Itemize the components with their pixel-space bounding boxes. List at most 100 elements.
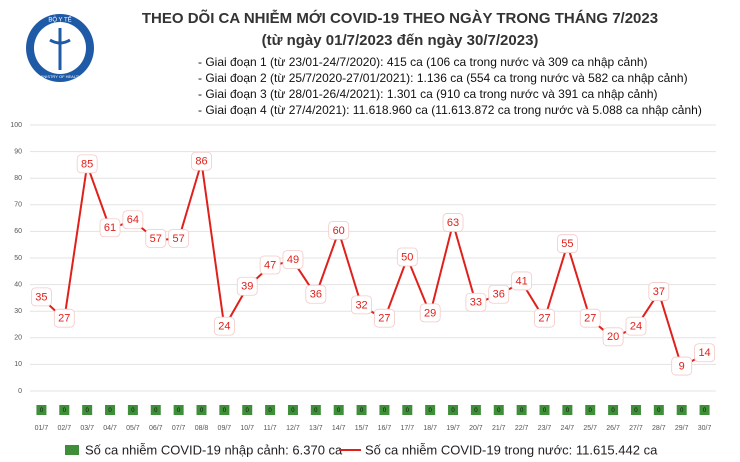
data-label: 24	[218, 321, 230, 333]
data-label: 29	[424, 307, 436, 319]
y-tick-label: 70	[14, 202, 22, 209]
data-label-box	[259, 255, 281, 275]
x-tick-label: 13/7	[309, 425, 323, 432]
x-tick-label: 12/7	[286, 425, 300, 432]
bar-label-box	[493, 405, 504, 415]
y-tick-label: 0	[18, 388, 22, 395]
bar-label: 0	[428, 408, 432, 414]
x-tick-label: 04/7	[103, 425, 117, 432]
bar-label: 0	[611, 408, 615, 414]
data-label-box	[671, 356, 693, 376]
y-tick-label: 50	[14, 255, 22, 262]
bar-label: 0	[108, 408, 112, 414]
x-tick-label: 27/7	[629, 425, 643, 432]
data-label-box	[236, 276, 258, 296]
data-label-box	[305, 284, 327, 304]
data-label-box	[625, 316, 647, 336]
bar-label: 0	[520, 408, 524, 414]
logo-subtext: MINISTRY OF HEALTH	[39, 74, 81, 79]
y-tick-label: 40	[14, 281, 22, 288]
data-label: 64	[127, 214, 139, 226]
data-label: 47	[264, 259, 276, 271]
x-tick-label: 24/7	[561, 425, 575, 432]
x-tick-label: 09/7	[218, 425, 232, 432]
data-label-box	[694, 343, 715, 363]
x-tick-label: 07/7	[172, 425, 186, 432]
bar-label-box	[105, 405, 116, 415]
x-tick-label: 08/8	[195, 425, 209, 432]
title: THEO DÕI CA NHIỄM MỚI COVID-19 THEO NGÀY…	[142, 9, 658, 27]
bar-label-box	[127, 405, 138, 415]
bar-label-box	[608, 405, 619, 415]
data-label: 49	[287, 254, 299, 266]
data-label-box	[465, 292, 487, 312]
bar-label-box	[676, 405, 687, 415]
data-label: 36	[310, 289, 322, 301]
data-label-box	[168, 228, 190, 248]
bar-label-box	[585, 405, 596, 415]
data-label: 39	[241, 281, 253, 293]
data-label-box	[419, 303, 441, 323]
data-label-box	[282, 250, 304, 270]
bar-label: 0	[177, 408, 181, 414]
bar-label-box	[630, 405, 641, 415]
data-label-box	[396, 247, 418, 267]
bar-label: 0	[566, 408, 570, 414]
x-tick-label: 03/7	[80, 425, 94, 432]
data-label-box	[374, 308, 395, 328]
bar-label-box	[196, 405, 207, 415]
bar-label-box	[333, 405, 344, 415]
data-label: 57	[173, 233, 185, 245]
data-label: 33	[470, 297, 482, 309]
bar-label-box	[425, 405, 436, 415]
data-label-box	[122, 210, 144, 230]
data-label: 36	[493, 289, 505, 301]
subtitle: (từ ngày 01/7/2023 đến ngày 30/7/2023)	[262, 32, 539, 49]
data-label: 35	[35, 291, 47, 303]
x-tick-label: 15/7	[355, 425, 369, 432]
data-label-box	[534, 308, 555, 328]
data-label: 50	[401, 251, 413, 263]
data-label-box	[442, 213, 464, 232]
data-label: 61	[104, 222, 116, 234]
data-label-box	[648, 282, 670, 301]
bar-label-box	[356, 405, 367, 415]
bar-label: 0	[291, 408, 295, 414]
data-label: 27	[538, 313, 550, 325]
bar-label-box	[470, 405, 481, 415]
x-tick-label: 25/7	[583, 425, 597, 432]
data-label: 9	[679, 360, 685, 372]
data-label-box	[31, 287, 52, 307]
bar-label-box	[539, 405, 550, 415]
bar-label: 0	[680, 408, 684, 414]
bar-label: 0	[314, 408, 318, 414]
x-tick-label: 23/7	[538, 425, 552, 432]
x-tick-label: 30/7	[698, 425, 712, 432]
bar-label-box	[36, 405, 47, 415]
note: - Giai đoạn 3 (từ 28/01-26/4/2021): 1.30…	[198, 87, 658, 101]
data-label-box	[488, 284, 510, 304]
y-tick-label: 10	[14, 361, 22, 368]
data-label-box	[213, 316, 235, 336]
bar-label: 0	[223, 408, 227, 414]
data-label: 63	[447, 217, 459, 229]
bar-label-box	[82, 405, 93, 415]
bar-label: 0	[451, 408, 455, 414]
bar-label-box	[219, 405, 230, 415]
data-label-box	[556, 234, 578, 254]
data-label-box	[328, 220, 350, 240]
bar-label: 0	[589, 408, 593, 414]
bar-label-box	[310, 405, 321, 415]
data-label: 57	[150, 233, 162, 245]
data-label: 55	[561, 238, 573, 250]
bar-label: 0	[634, 408, 638, 414]
data-label-box	[351, 295, 372, 315]
x-tick-label: 29/7	[675, 425, 689, 432]
data-label-box	[99, 218, 121, 238]
data-label-box	[511, 271, 533, 291]
data-label: 60	[333, 225, 345, 237]
data-label-box	[579, 308, 601, 328]
legend-label: Số ca nhiễm COVID-19 trong nước: 11.615.…	[365, 442, 658, 457]
bar-label-box	[448, 405, 459, 415]
